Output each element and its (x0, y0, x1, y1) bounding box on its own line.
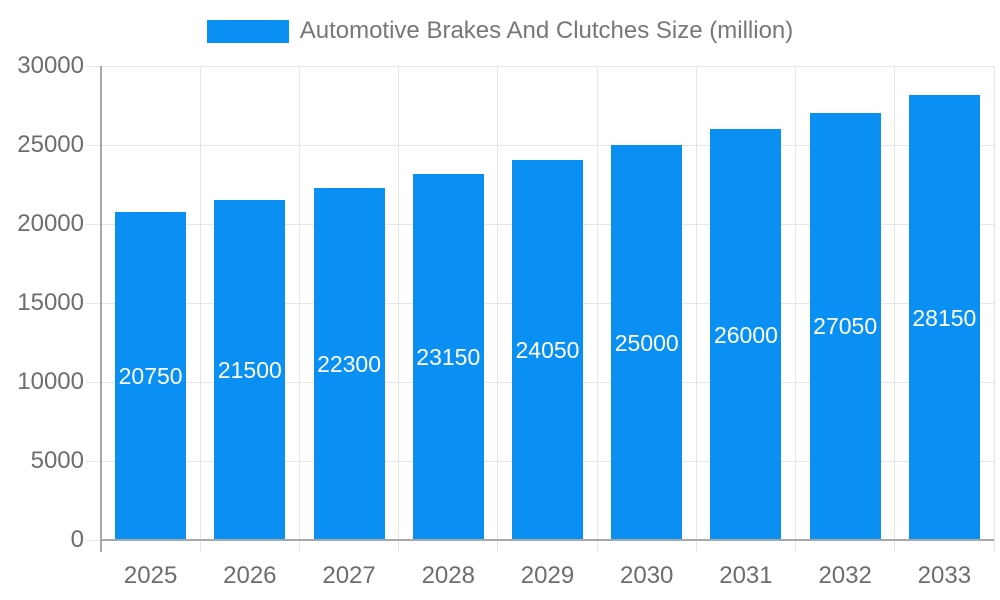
bar-value-label: 26000 (713, 321, 778, 348)
y-axis-tick (86, 223, 101, 225)
y-axis-tick-label: 25000 (17, 131, 84, 158)
legend[interactable]: Automotive Brakes And Clutches Size (mil… (0, 16, 1000, 46)
x-gridline (298, 66, 300, 540)
y-axis-tick-label: 5000 (30, 447, 84, 474)
x-gridline (497, 66, 499, 540)
bar-value-label: 24050 (515, 337, 580, 363)
x-axis-tick (497, 540, 499, 552)
bar-2031[interactable] (710, 129, 782, 540)
x-axis-tick-label: 2031 (719, 562, 773, 589)
y-axis-line (100, 66, 102, 552)
x-axis-tick (894, 540, 896, 552)
bar-2033[interactable] (908, 95, 980, 540)
x-axis-tick (199, 540, 201, 552)
y-axis-tick (86, 65, 101, 67)
bar-2028[interactable] (412, 174, 484, 540)
x-axis-tick-label: 2033 (917, 562, 972, 589)
x-gridline (398, 66, 400, 540)
y-axis-tick (86, 460, 101, 462)
bar-2026[interactable] (214, 200, 286, 540)
x-gridline (695, 66, 697, 540)
x-axis-tick-label: 2029 (520, 562, 575, 589)
x-axis-tick-label: 2027 (322, 562, 376, 589)
bar-value-label: 23150 (416, 344, 481, 371)
x-gridline (993, 66, 995, 540)
y-axis-tick-label: 15000 (17, 289, 84, 316)
x-axis-tick (596, 540, 598, 552)
bar-2029[interactable] (512, 160, 583, 540)
x-axis-tick (398, 540, 400, 552)
bar-2025[interactable] (115, 212, 187, 540)
x-axis-tick (298, 540, 300, 552)
y-axis-tick-label: 30000 (17, 52, 84, 79)
x-axis-tick (795, 540, 797, 552)
bar-value-label: 20750 (118, 363, 183, 390)
bar-2030[interactable] (611, 145, 683, 540)
x-axis-tick-label: 2030 (620, 562, 674, 589)
bar-value-label: 28150 (912, 304, 977, 331)
x-axis-tick-label: 2025 (123, 562, 178, 589)
x-axis-tick-label: 2032 (818, 562, 872, 589)
y-gridline (101, 144, 994, 146)
x-gridline (596, 66, 598, 540)
y-axis-tick-label: 0 (70, 526, 84, 553)
y-axis-tick (86, 144, 101, 146)
bar-value-label: 22300 (317, 350, 382, 377)
x-axis-tick-label: 2028 (421, 562, 475, 589)
bar-value-label: 25000 (614, 329, 679, 356)
y-axis-tick (86, 302, 101, 304)
bar-2027[interactable] (313, 187, 385, 540)
y-axis-tick (86, 539, 101, 541)
x-axis-tick-label: 2026 (223, 562, 277, 589)
bar-value-label: 21500 (217, 357, 282, 384)
bar-value-label: 27050 (813, 313, 878, 340)
y-gridline (101, 65, 994, 67)
x-gridline (894, 66, 896, 540)
x-gridline (199, 66, 201, 540)
legend-label: Automotive Brakes And Clutches Size (mil… (299, 17, 794, 44)
x-axis-tick (993, 540, 995, 552)
y-axis-tick (86, 381, 101, 383)
x-axis-line (101, 539, 994, 541)
y-axis-tick-label: 10000 (17, 368, 84, 395)
bar-2032[interactable] (809, 112, 881, 540)
x-axis-tick (695, 540, 697, 552)
x-gridline (795, 66, 797, 540)
y-axis-tick-label: 20000 (17, 210, 84, 237)
legend-swatch-icon (206, 19, 289, 43)
